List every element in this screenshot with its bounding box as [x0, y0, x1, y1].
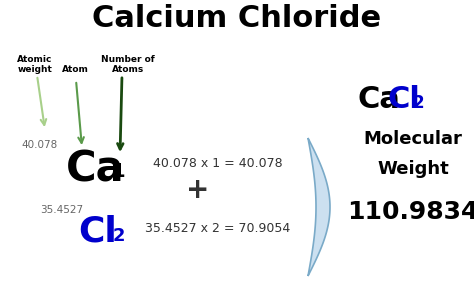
Text: Number of
Atoms: Number of Atoms — [101, 55, 155, 74]
Text: Cl: Cl — [388, 85, 421, 114]
Text: 110.9834: 110.9834 — [347, 200, 474, 224]
Text: Atomic
weight: Atomic weight — [18, 55, 53, 74]
Text: Ca: Ca — [358, 85, 401, 114]
Text: 35.4527 x 2 = 70.9054: 35.4527 x 2 = 70.9054 — [146, 222, 291, 235]
Text: Molecular: Molecular — [364, 130, 463, 148]
Text: Weight: Weight — [377, 160, 449, 178]
Text: 1: 1 — [112, 162, 126, 181]
Text: 40.078 x 1 = 40.078: 40.078 x 1 = 40.078 — [153, 157, 283, 170]
Text: Calcium Chloride: Calcium Chloride — [92, 4, 382, 33]
Text: +: + — [186, 176, 210, 204]
Text: 40.078: 40.078 — [22, 140, 58, 150]
Text: Cl: Cl — [79, 215, 118, 249]
Text: Ca: Ca — [66, 148, 124, 190]
Text: Atom: Atom — [62, 65, 89, 74]
Text: 2: 2 — [413, 94, 425, 112]
Polygon shape — [308, 138, 330, 276]
Text: 35.4527: 35.4527 — [40, 205, 83, 215]
Text: 2: 2 — [113, 227, 125, 245]
